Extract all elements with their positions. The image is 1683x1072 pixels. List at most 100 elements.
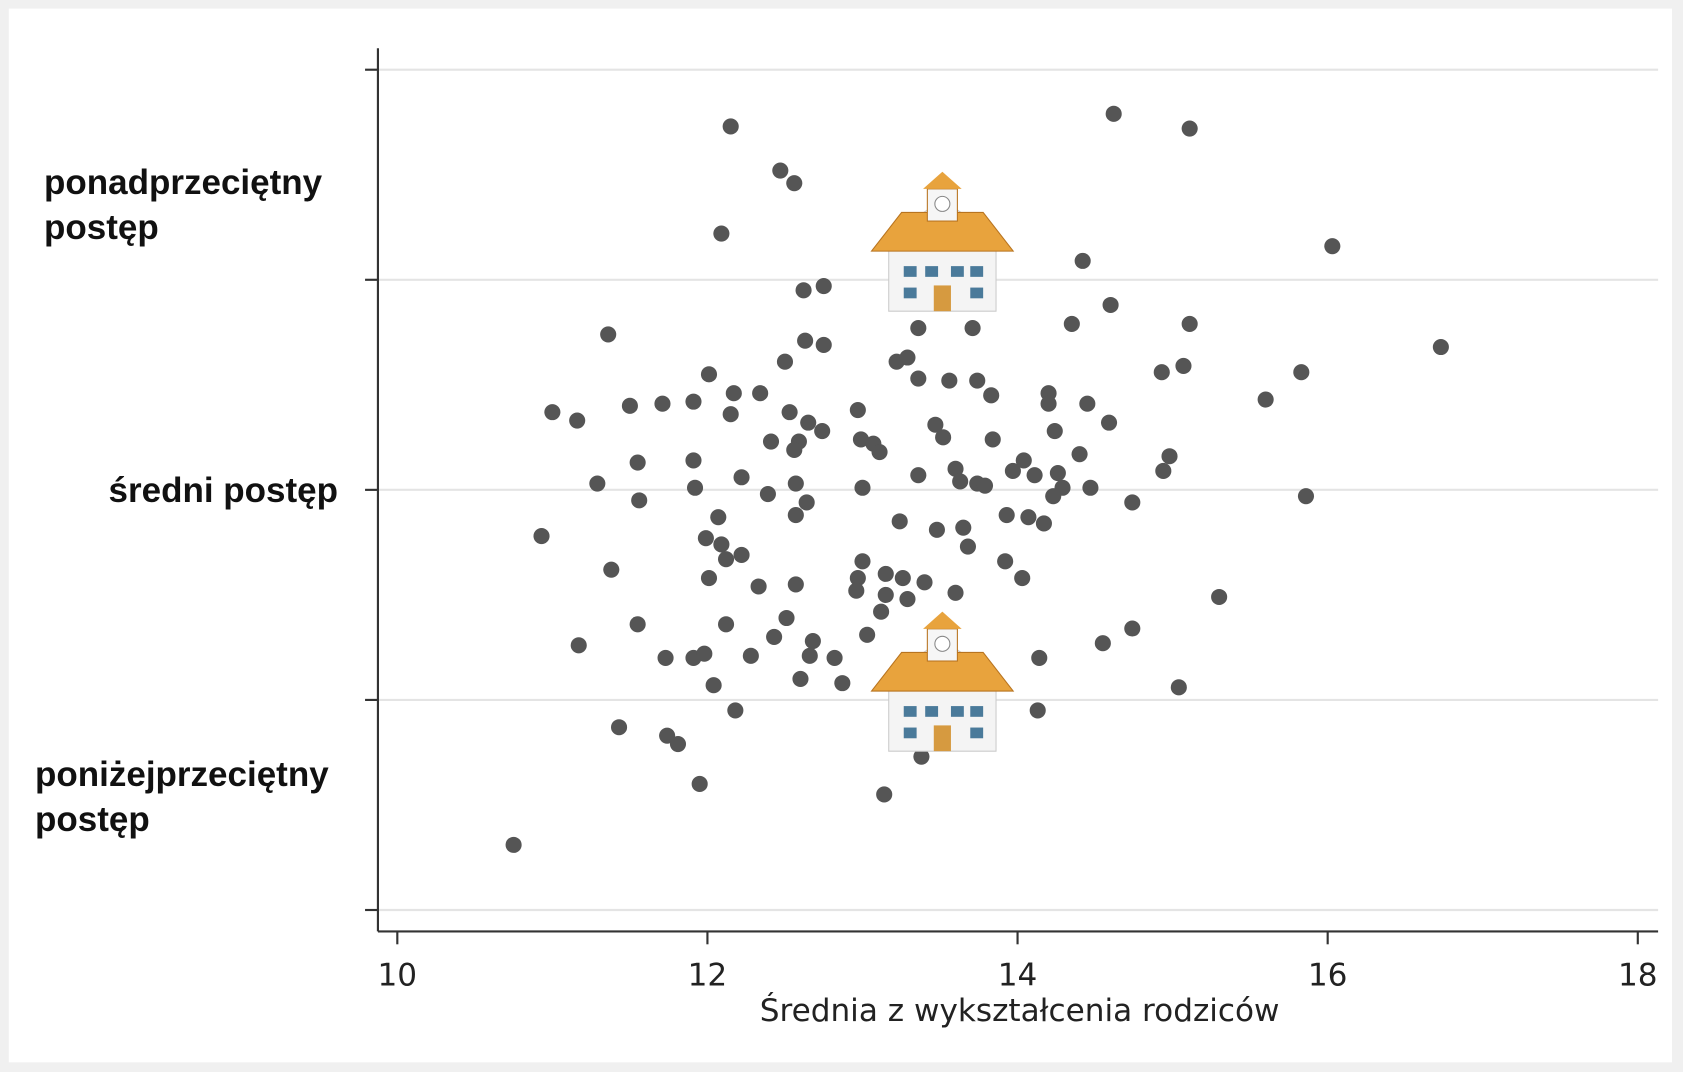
point bbox=[1124, 494, 1141, 511]
point bbox=[910, 370, 927, 387]
point bbox=[697, 530, 714, 547]
point bbox=[849, 570, 866, 587]
point bbox=[1102, 296, 1119, 314]
point bbox=[1029, 702, 1046, 719]
x-axis-title: Średnia z wykształcenia rodziców bbox=[760, 990, 1280, 1029]
point bbox=[600, 326, 617, 343]
point bbox=[700, 366, 718, 383]
point bbox=[713, 225, 730, 242]
point bbox=[834, 675, 851, 692]
category-label: poniżejprzeciętny postęp bbox=[35, 755, 329, 839]
point bbox=[786, 175, 803, 192]
chart-background bbox=[8, 8, 1673, 1063]
point bbox=[801, 647, 818, 664]
point bbox=[795, 282, 812, 299]
point bbox=[792, 670, 809, 687]
point bbox=[1155, 462, 1172, 479]
point bbox=[722, 118, 739, 135]
point bbox=[1015, 452, 1032, 469]
point bbox=[685, 452, 702, 469]
point bbox=[1161, 448, 1178, 465]
point bbox=[848, 582, 865, 599]
point bbox=[631, 492, 648, 509]
point bbox=[1293, 364, 1310, 381]
point bbox=[959, 538, 976, 555]
point bbox=[766, 628, 783, 645]
point bbox=[621, 397, 638, 414]
point bbox=[891, 513, 908, 530]
point bbox=[700, 570, 718, 587]
point bbox=[629, 454, 646, 471]
point bbox=[1074, 252, 1091, 269]
point bbox=[717, 616, 735, 633]
point bbox=[1153, 364, 1170, 381]
category-label: ponadprzeciętny postęp bbox=[44, 163, 323, 247]
point bbox=[1040, 395, 1057, 412]
point bbox=[752, 385, 769, 402]
point bbox=[705, 677, 722, 694]
point bbox=[997, 553, 1014, 570]
point bbox=[533, 528, 550, 545]
point bbox=[1124, 620, 1141, 637]
point bbox=[778, 609, 795, 627]
point bbox=[797, 332, 814, 349]
point bbox=[1071, 446, 1088, 463]
points-layer bbox=[505, 105, 1449, 853]
point bbox=[762, 433, 780, 450]
point bbox=[854, 479, 871, 496]
point bbox=[1014, 570, 1031, 587]
x-tick-label: 14 bbox=[998, 957, 1038, 993]
point bbox=[852, 431, 869, 448]
point bbox=[776, 353, 794, 370]
point bbox=[947, 460, 964, 477]
point bbox=[913, 748, 930, 765]
school-icon bbox=[870, 171, 1015, 312]
point bbox=[786, 441, 803, 458]
point bbox=[1082, 479, 1099, 496]
point bbox=[1170, 679, 1187, 696]
point bbox=[1105, 105, 1122, 122]
point bbox=[1046, 422, 1063, 440]
point bbox=[871, 443, 888, 461]
point bbox=[1045, 488, 1062, 505]
point bbox=[1181, 120, 1198, 137]
point bbox=[815, 336, 832, 353]
point bbox=[1079, 395, 1096, 412]
point bbox=[544, 404, 561, 421]
point bbox=[804, 633, 821, 650]
point bbox=[1094, 635, 1111, 652]
point bbox=[876, 786, 893, 803]
point bbox=[1020, 509, 1037, 526]
point bbox=[984, 431, 1001, 448]
category-label: średni postęp bbox=[108, 471, 338, 510]
point bbox=[725, 385, 742, 402]
point bbox=[710, 509, 727, 526]
point bbox=[947, 584, 964, 601]
point bbox=[854, 553, 871, 570]
point bbox=[935, 429, 952, 446]
point bbox=[589, 475, 606, 492]
school-icon bbox=[870, 611, 1015, 752]
point bbox=[1211, 588, 1228, 606]
point bbox=[717, 551, 735, 568]
point bbox=[657, 649, 674, 666]
point bbox=[1031, 649, 1048, 666]
point bbox=[859, 626, 876, 643]
point bbox=[826, 649, 843, 666]
x-tick-label: 18 bbox=[1618, 957, 1658, 993]
point bbox=[1049, 465, 1066, 482]
point bbox=[873, 603, 890, 620]
point bbox=[727, 702, 744, 719]
point bbox=[733, 546, 750, 564]
point bbox=[654, 395, 671, 412]
point bbox=[910, 467, 927, 484]
point bbox=[750, 578, 767, 595]
point bbox=[1297, 488, 1315, 505]
point bbox=[814, 422, 831, 440]
point bbox=[1432, 338, 1449, 356]
point bbox=[969, 372, 986, 389]
point bbox=[787, 475, 804, 492]
point bbox=[570, 637, 587, 654]
point bbox=[685, 393, 702, 410]
